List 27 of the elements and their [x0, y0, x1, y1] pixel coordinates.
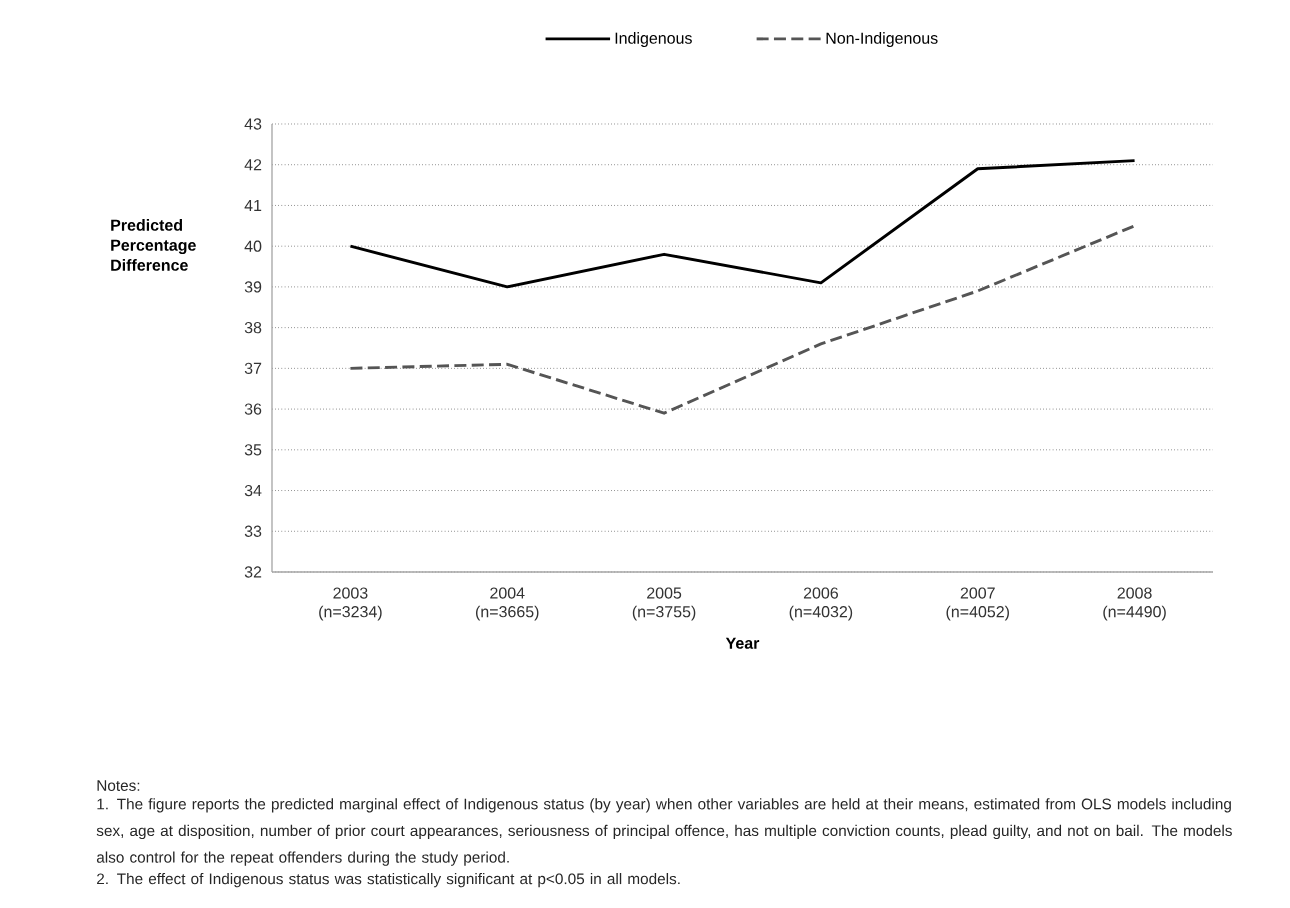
x-tick-label: 2007 (n=4052) [946, 587, 1009, 621]
y-axis-title: Predicted Percentage Difference [111, 219, 196, 271]
text: Notes: [97, 780, 140, 791]
legend-label: Non-Indigenous [826, 32, 938, 47]
x-tick-label: 2006 (n=4032) [789, 587, 853, 621]
x-tick-label: 2005 (n=3755) [632, 587, 696, 621]
line-series [348, 224, 1137, 415]
y-tick-label: 33 [244, 525, 262, 537]
x-axis-title: Year [725, 637, 760, 649]
y-tick-label: 43 [244, 118, 262, 130]
x-tick-label: 2003 (n=3234) [319, 587, 382, 621]
text: 1. The figure reports the predicted marginal effect of Indigenous status (by year) when other variables are held at their means, estimated from OLS models including sex, age at disposition, number of prior court appearances, seriousness of principal offence, has multiple conviction counts, plead guilty, and not on bail. The models also control for the repeat offenders during the study period. [96, 798, 1232, 866]
y-tick-label: 41 [244, 199, 262, 211]
x-tick-label: 2004 (n=3665) [475, 587, 539, 621]
text: 2. The effect of Indigenous status was statistically significant at p<0.05 in all models. [97, 873, 680, 888]
y-tick-label: 40 [244, 240, 262, 252]
line-series [348, 159, 1137, 289]
y-tick-label: 39 [244, 281, 262, 293]
y-tick-label: 38 [244, 321, 262, 334]
y-tick-label: 32 [244, 566, 262, 578]
x-tick-label: 2008 (n=4490) [1103, 587, 1166, 621]
legend-label: Indigenous [615, 32, 692, 47]
y-tick-label: 36 [244, 403, 262, 415]
y-tick-label: 34 [244, 484, 262, 497]
y-tick-label: 42 [244, 159, 262, 171]
y-tick-label: 37 [244, 362, 262, 375]
y-tick-label: 35 [244, 444, 262, 456]
